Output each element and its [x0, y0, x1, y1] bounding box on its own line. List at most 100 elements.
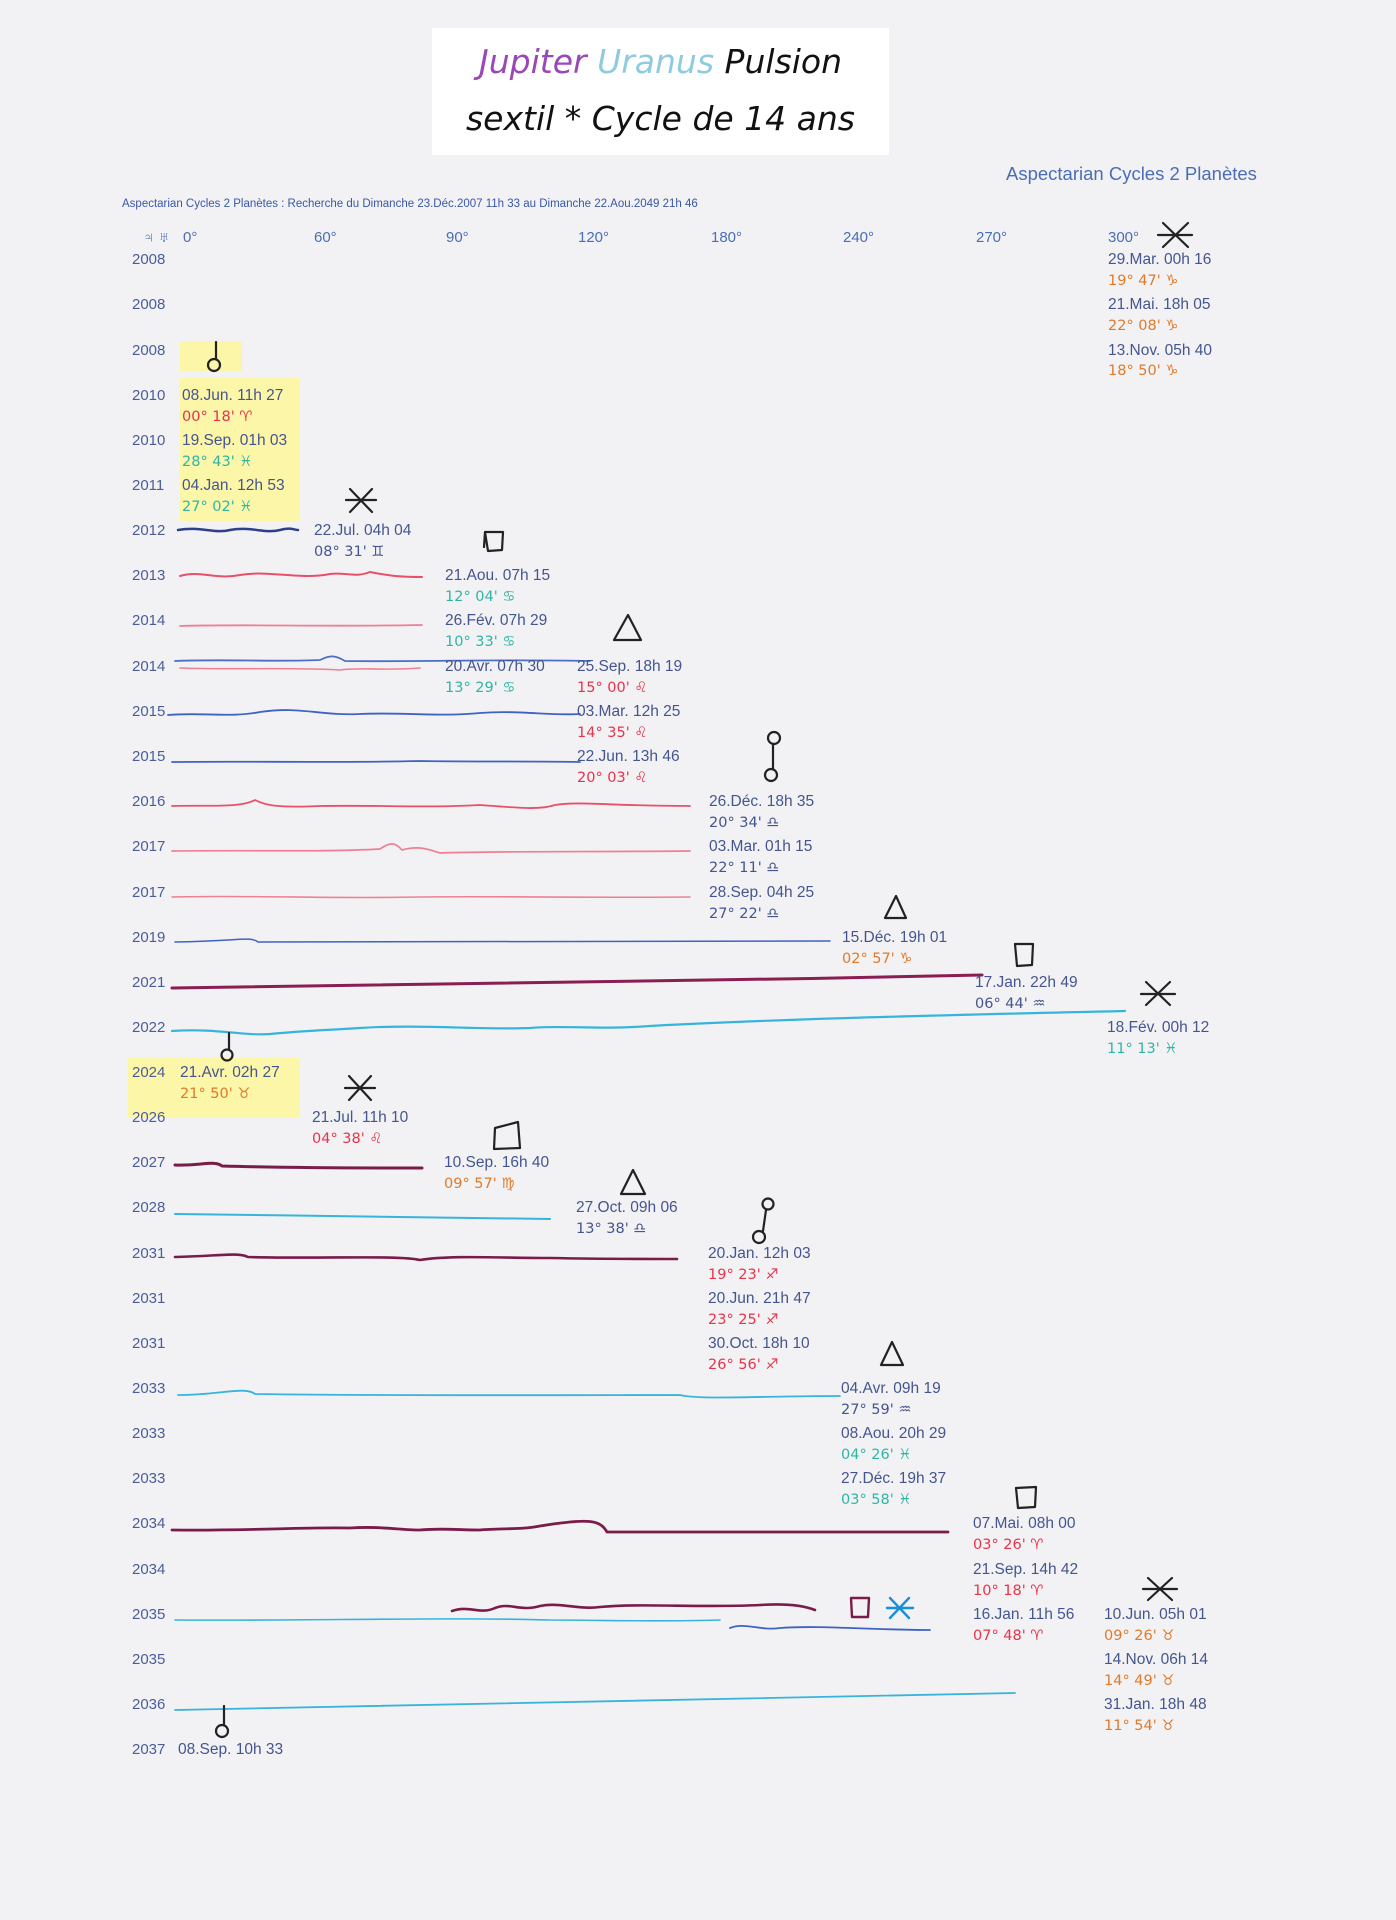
event-degree: 27° 59' ♒: [841, 1402, 912, 1418]
trine-symbol: [612, 613, 643, 642]
cycle-line: [171, 895, 691, 899]
year-label: 2017: [132, 884, 166, 901]
event-date: 08.Aou. 20h 29: [841, 1425, 947, 1442]
year-label: 2027: [132, 1154, 166, 1171]
cycle-line: [179, 624, 423, 627]
event-degree: 19° 23' ♐: [708, 1267, 779, 1283]
event-date: 03.Mar. 12h 25: [577, 703, 681, 720]
event-date: 10.Jun. 05h 01: [1104, 1606, 1207, 1623]
year-label: 2012: [132, 522, 166, 539]
event-date: 26.Fév. 07h 29: [445, 612, 548, 629]
sextile-symbol: [343, 1074, 377, 1102]
header-planet-symbols: ♃ ♅: [143, 229, 170, 246]
event-degree: 20° 03' ♌: [577, 770, 648, 786]
event-date: 07.Mai. 08h 00: [973, 1515, 1076, 1532]
cycle-line: [173, 1253, 679, 1262]
event-date: 10.Sep. 16h 40: [444, 1154, 550, 1171]
event-date: 21.Mai. 18h 05: [1108, 296, 1211, 313]
title-jupiter: Jupiter: [479, 42, 587, 81]
year-label: 2035: [132, 1606, 166, 1623]
cycle-line: [170, 973, 984, 990]
event-date: 18.Fév. 00h 12: [1107, 1019, 1210, 1036]
event-date: 27.Déc. 19h 37: [841, 1470, 947, 1487]
year-label: 2028: [132, 1199, 166, 1216]
event-date: 20.Jun. 21h 47: [708, 1290, 811, 1307]
event-degree: 28° 43' ♓: [182, 454, 253, 470]
opposition-symbol: [763, 730, 782, 783]
event-date: 21.Avr. 02h 27: [180, 1064, 280, 1081]
angle-header-120: 120°: [578, 229, 610, 246]
sextile-symbol: [344, 487, 378, 514]
highlight: [128, 1058, 300, 1118]
square-symbol: [492, 1120, 522, 1151]
cycle-line: [171, 799, 691, 809]
angle-header-90: 90°: [446, 229, 469, 246]
angle-header-180: 180°: [711, 229, 743, 246]
year-label: 2008: [132, 251, 166, 268]
year-label: 2008: [132, 296, 166, 313]
cycle-line: [173, 1161, 424, 1170]
year-label: 2033: [132, 1470, 166, 1487]
event-degree: 08° 31' ♊: [314, 544, 385, 560]
year-label: 2037: [132, 1741, 166, 1758]
event-date: 28.Sep. 04h 25: [709, 884, 815, 901]
event-date: 22.Jun. 13h 46: [577, 748, 680, 765]
event-degree: 12° 04' ♋: [445, 589, 516, 605]
opposition-symbol: [751, 1197, 775, 1245]
event-date: 29.Mar. 00h 16: [1108, 251, 1212, 268]
cycle-line: [177, 1389, 841, 1399]
cycle-line: [174, 938, 831, 943]
event-degree: 19° 47' ♑: [1108, 273, 1179, 289]
sextile-symbol: [1141, 1576, 1179, 1602]
year-label: 2034: [132, 1515, 166, 1532]
cycle-line: [174, 1213, 551, 1220]
cycle-line: [176, 527, 300, 533]
event-degree: 04° 26' ♓: [841, 1447, 912, 1463]
event-date: 08.Sep. 10h 33: [178, 1741, 284, 1758]
event-degree: 10° 33' ♋: [445, 634, 516, 650]
event-degree: 13° 38' ♎: [576, 1221, 647, 1237]
square-symbol: [1013, 942, 1035, 968]
event-date: 04.Jan. 12h 53: [182, 477, 285, 494]
cycle-line: [179, 571, 423, 578]
event-degree: 06° 44' ♒: [975, 996, 1046, 1012]
year-label: 2034: [132, 1561, 166, 1578]
event-degree: 11° 13' ♓: [1107, 1041, 1178, 1057]
angle-header-300: 300°: [1108, 229, 1140, 246]
title-line-1: Jupiter Uranus Pulsion: [432, 42, 889, 82]
cycle-line: [171, 760, 581, 763]
event-date: 26.Déc. 18h 35: [709, 793, 815, 810]
event-date: 08.Jun. 11h 27: [182, 387, 284, 404]
event-date: 30.Oct. 18h 10: [708, 1335, 810, 1352]
event-degree: 10° 18' ♈: [973, 1583, 1044, 1599]
sextile-symbol: [1139, 980, 1177, 1007]
square-symbol: [849, 1596, 871, 1619]
year-label: 2033: [132, 1425, 166, 1442]
event-degree: 21° 50' ♉: [180, 1086, 251, 1102]
year-label: 2021: [132, 974, 166, 991]
event-degree: 09° 26' ♉: [1104, 1628, 1175, 1644]
event-date: 22.Jul. 04h 04: [314, 522, 412, 539]
event-date: 03.Mar. 01h 15: [709, 838, 813, 855]
event-date: 21.Jul. 11h 10: [312, 1109, 409, 1126]
year-label: 2031: [132, 1335, 166, 1352]
event-date: 16.Jan. 11h 56: [973, 1606, 1075, 1623]
event-degree: 27° 22' ♎: [709, 906, 780, 922]
conjunction-symbol: [206, 340, 222, 373]
title-line-2: sextil * Cycle de 14 ans: [465, 99, 855, 138]
angle-header-240: 240°: [843, 229, 875, 246]
year-label: 2024: [132, 1064, 166, 1081]
event-date: 20.Jan. 12h 03: [708, 1245, 811, 1262]
conjunction-symbol: [214, 1704, 230, 1739]
event-degree: 14° 49' ♉: [1104, 1673, 1175, 1689]
year-label: 2019: [132, 929, 166, 946]
event-date: 27.Oct. 09h 06: [576, 1199, 678, 1216]
event-degree: 03° 58' ♓: [841, 1492, 912, 1508]
event-date: 20.Avr. 07h 30: [445, 658, 545, 675]
cycle-line: [171, 843, 691, 854]
brand-label: Aspectarian Cycles 2 Planètes: [1006, 163, 1257, 184]
event-degree: 00° 18' ♈: [182, 409, 253, 425]
event-degree: 23° 25' ♐: [708, 1312, 779, 1328]
event-degree: 13° 29' ♋: [445, 680, 516, 696]
